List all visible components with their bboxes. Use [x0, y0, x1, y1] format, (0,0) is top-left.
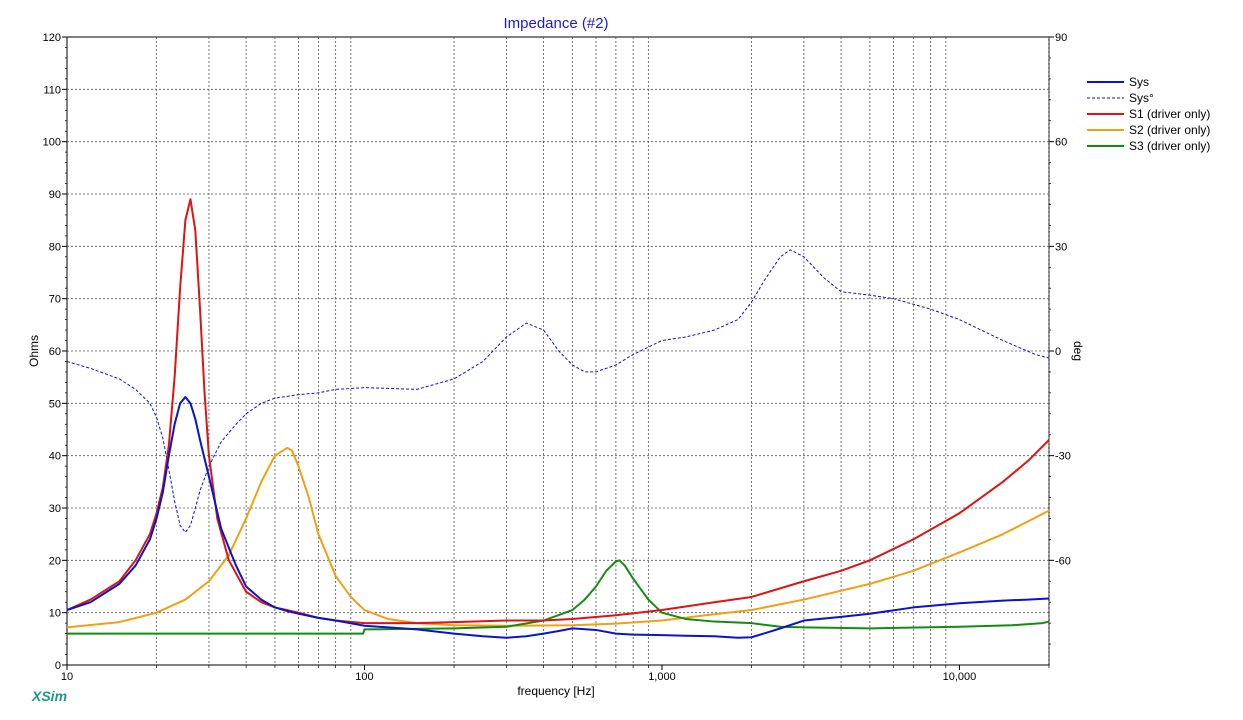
plot-area: [66, 36, 1050, 666]
series-line-s1-driver-only: [66, 198, 1050, 625]
series-line-s3-driver-only: [67, 559, 1050, 635]
y-tick-label: 120: [43, 32, 61, 44]
x-tick-label: 10,000: [943, 671, 977, 683]
y-tick-label: 70: [49, 294, 61, 306]
legend-label: Sys°: [1129, 91, 1154, 105]
y-tick-label: 80: [49, 241, 61, 253]
xsim-brand-label: XSim: [31, 688, 67, 704]
y-tick-label: 40: [49, 451, 61, 463]
y-tick-label: 60: [49, 346, 61, 358]
legend: Sys Sys° S1 (driver only) S2 (driver only) S…: [1087, 75, 1210, 153]
legend-label: S1 (driver only): [1129, 107, 1210, 121]
x-tick-label: 1,000: [648, 671, 676, 683]
y2-tick-label: -60: [1055, 555, 1071, 567]
legend-label: Sys: [1129, 75, 1149, 89]
y-tick-label: 20: [49, 555, 61, 567]
y-tick-label: 50: [49, 398, 61, 410]
y-axis-label: Ohms: [27, 335, 41, 367]
series-layer: [66, 198, 1050, 639]
y2-tick-label: -30: [1055, 451, 1071, 463]
series-line-s2-driver-only: [66, 446, 1050, 629]
y2-tick-label: 90: [1055, 32, 1067, 44]
chart-title: Impedance (#2): [503, 15, 608, 32]
series-line-sys: [66, 396, 1050, 639]
y2-axis-label: deg: [1071, 341, 1085, 361]
y-tick-label: 30: [49, 503, 61, 515]
x-axis-label: frequency [Hz]: [517, 684, 594, 698]
y-tick-label: 0: [55, 660, 61, 672]
y-tick-label: 10: [49, 608, 61, 620]
y-tick-label: 90: [49, 189, 61, 201]
x-tick-label: 10: [61, 671, 73, 683]
legend-label: S2 (driver only): [1129, 123, 1210, 137]
y2-tick-label: 30: [1055, 241, 1067, 253]
legend-label: S3 (driver only): [1129, 139, 1210, 153]
y-tick-label: 110: [43, 84, 61, 96]
series-line-sys: [66, 249, 1050, 533]
x-tick-label: 100: [355, 671, 373, 683]
y-tick-label: 100: [43, 137, 61, 149]
y2-tick-label: 60: [1055, 137, 1067, 149]
y2-tick-label: 0: [1055, 346, 1061, 358]
